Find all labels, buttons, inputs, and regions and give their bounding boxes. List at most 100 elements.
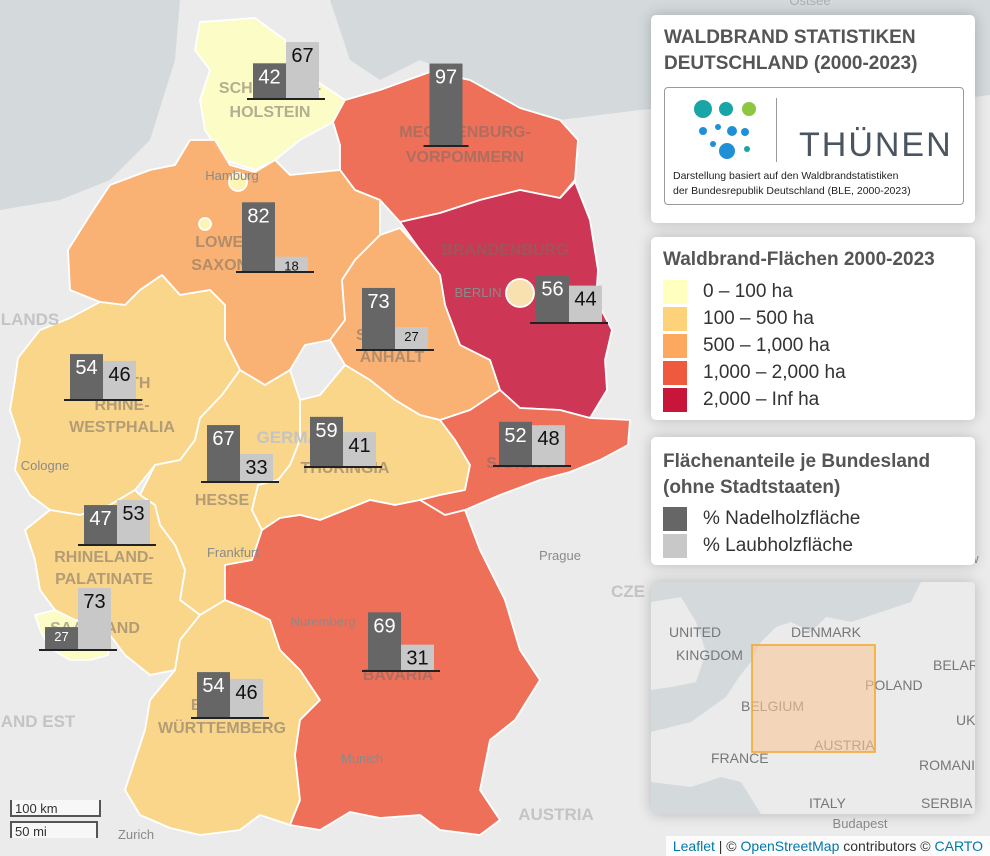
deciduous-bar-label: 18 [284, 259, 298, 274]
area-legend-item: 100 – 500 ha [663, 307, 814, 331]
map-label-state: HESSE [195, 492, 250, 509]
bar-chart[interactable]: 27 73 [39, 587, 117, 651]
minimap-view-extent[interactable] [751, 644, 876, 753]
deciduous-bar-label: 46 [108, 364, 130, 386]
deciduous-bar-label: 33 [245, 457, 267, 479]
legend-swatch [663, 534, 687, 558]
share-legend: Flächenanteile je Bundesland (ohne Stadt… [651, 437, 975, 565]
osm-link[interactable]: OpenStreetMap [740, 838, 840, 854]
bar-chart[interactable]: 69 31 [362, 612, 440, 672]
share-legend-item: % Laubholzfläche [663, 534, 853, 558]
leaflet-link[interactable]: Leaflet [672, 838, 715, 854]
area-legend-item: 1,000 – 2,000 ha [663, 361, 846, 385]
bar-chart[interactable]: 52 48 [493, 421, 571, 467]
deciduous-bar [103, 360, 136, 400]
deciduous-bar-label: 46 [235, 682, 257, 704]
conifer-bar-label: 67 [212, 428, 234, 450]
deciduous-bar [275, 256, 308, 272]
area-legend: Waldbrand-Flächen 2000-2023 0 – 100 ha 1… [651, 237, 975, 420]
bar-chart[interactable]: 82 18 [236, 202, 314, 274]
deciduous-bar-label: 67 [291, 45, 313, 67]
conifer-bar-label: 47 [89, 508, 111, 530]
conifer-bar [429, 63, 463, 146]
deciduous-bar [395, 327, 428, 350]
map-label-state: RHINELAND- [54, 549, 154, 566]
conifer-bar-label: 54 [75, 357, 97, 379]
deciduous-bar-label: 53 [122, 503, 144, 525]
minimap-label: SERBIA [921, 795, 973, 811]
region-hamburg[interactable] [228, 172, 248, 192]
deciduous-bar-label: 31 [406, 648, 428, 670]
bar-chart[interactable]: 67 33 [201, 425, 279, 483]
legend-swatch [663, 361, 687, 385]
region-bremen[interactable] [198, 217, 212, 231]
conifer-bar-label: 82 [247, 205, 269, 227]
bar-chart[interactable]: 56 44 [530, 275, 608, 324]
bar-charts-layer: 42 67 97 82 18 56 44 73 27 54 46 67 33 59 41 52 48 47 53 27… [39, 42, 608, 719]
deciduous-bar-label: 41 [348, 435, 370, 457]
map-label-city: Nuremberg [290, 614, 355, 629]
bar-chart[interactable]: 42 67 [247, 42, 325, 100]
conifer-bar-label: 59 [315, 420, 337, 442]
minimap[interactable]: DENMARKUNITEDKINGDOMBELARUSPOLANDBELGIUM… [651, 582, 975, 814]
minimap-label: ITALY [809, 795, 846, 811]
conifer-bar-label: 73 [367, 291, 389, 313]
conifer-bar-label: 69 [373, 615, 395, 637]
conifer-bar [310, 416, 343, 467]
legend-swatch [663, 507, 687, 531]
bar-chart[interactable]: 59 41 [304, 416, 382, 468]
logo-wordmark: THÜNEN [799, 126, 953, 164]
conifer-bar [253, 63, 286, 99]
conifer-bar [45, 627, 78, 650]
share-legend-title-line1: Flächenanteile je Bundesland [663, 451, 931, 472]
minimap-label: FRANCE [711, 750, 769, 766]
deciduous-bar-label: 73 [83, 591, 105, 613]
map-label-state: RHINE- [94, 397, 149, 414]
deciduous-bar [230, 678, 263, 718]
map-label-state: VORPOMMERN [406, 149, 524, 166]
logo-caption-line1: Darstellung basiert auf den Waldbrandsta… [673, 170, 899, 182]
bar-chart[interactable]: 97 [423, 63, 469, 147]
deciduous-bar-label: 27 [404, 329, 418, 344]
scale-bar: 100 km 50 mi [10, 800, 101, 839]
map-label-state: HOLSTEIN [230, 104, 311, 121]
conifer-bar [197, 672, 230, 718]
carto-link[interactable]: CARTO [934, 838, 984, 854]
map-label-state: WESTPHALIA [69, 419, 175, 436]
minimap-canvas[interactable]: DENMARKUNITEDKINGDOMBELARUSPOLANDBELGIUM… [651, 582, 975, 814]
deciduous-bar [78, 587, 111, 650]
map-label-country: AND EST [1, 712, 76, 731]
deciduous-bar [240, 453, 273, 482]
map-label-state: MECKLENBURG- [399, 124, 531, 141]
deciduous-bar [117, 499, 150, 545]
minimap-label: DENMARK [791, 624, 862, 640]
conifer-bar [84, 505, 117, 545]
logo-divider [776, 98, 777, 162]
conifer-bar [362, 287, 395, 350]
conifer-bar [70, 354, 103, 400]
bar-chart[interactable]: 73 27 [356, 287, 434, 351]
map-label-city: Frankfurt [207, 545, 259, 560]
conifer-bar [207, 425, 240, 482]
map-label-country: CZE [611, 582, 645, 601]
minimap-land-uk [651, 597, 706, 690]
bar-chart[interactable]: 54 46 [64, 354, 142, 401]
conifer-bar-label: 52 [504, 425, 526, 447]
bar-chart[interactable]: 54 46 [191, 672, 269, 719]
map-label-state: LOWER [195, 234, 255, 251]
conifer-bar [499, 421, 532, 466]
legend-item-label: 0 – 100 ha [703, 281, 793, 302]
thuenen-logo-box: THÜNEN Darstellung basiert auf den Waldb… [664, 87, 964, 205]
region-berlin[interactable] [505, 278, 535, 308]
map-label-country: AUSTRIA [518, 805, 594, 824]
share-legend-title-line2: (ohne Stadtstaaten) [663, 477, 841, 498]
bar-chart[interactable]: 47 53 [78, 499, 156, 546]
share-legend-title: Flächenanteile je Bundesland (ohne Stadt… [663, 449, 930, 501]
map-label-state: PALATINATE [55, 571, 153, 588]
minimap-label: UKRA [956, 712, 975, 728]
legend-swatch [663, 334, 687, 358]
map-label-state: ANHALT [360, 349, 425, 366]
minimap-label: POLAND [865, 677, 923, 693]
map-label-state: WÜRTTEMBERG [158, 718, 286, 737]
logo-caption-line2: der Bundesrepublik Deutschland (BLE, 200… [673, 185, 911, 197]
